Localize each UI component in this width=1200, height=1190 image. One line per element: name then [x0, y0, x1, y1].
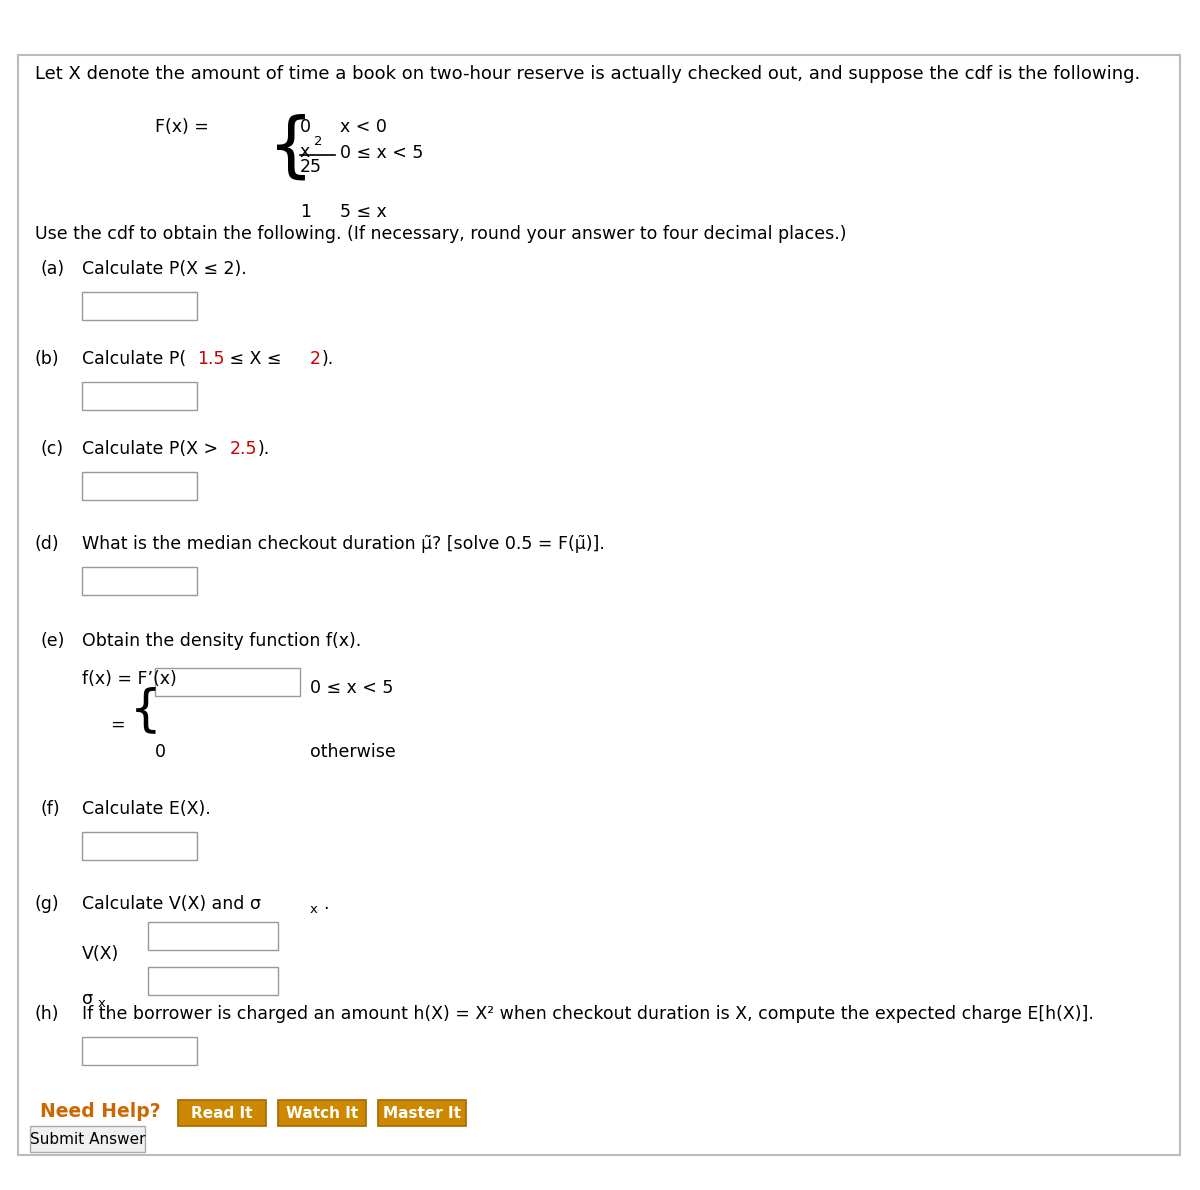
FancyBboxPatch shape [82, 472, 197, 500]
Text: otherwise: otherwise [310, 743, 396, 760]
Text: f(x) = F’(x): f(x) = F’(x) [82, 670, 176, 688]
Text: What is the median checkout duration μ̃? [solve 0.5 = F(μ̃)].: What is the median checkout duration μ̃?… [82, 536, 605, 553]
Text: x: x [300, 143, 311, 161]
Text: (f): (f) [40, 800, 60, 818]
Text: Calculate P(X ≤ 2).: Calculate P(X ≤ 2). [82, 259, 247, 278]
Text: x < 0: x < 0 [340, 118, 386, 136]
FancyBboxPatch shape [148, 967, 278, 995]
Text: {: { [268, 114, 314, 183]
FancyBboxPatch shape [30, 1126, 145, 1152]
Text: 0: 0 [155, 743, 166, 760]
Text: V(X): V(X) [82, 945, 119, 963]
Text: ≤ X ≤: ≤ X ≤ [224, 350, 287, 368]
Text: ).: ). [322, 350, 335, 368]
Text: Obtain the density function f(x).: Obtain the density function f(x). [82, 632, 361, 650]
Text: 0 ≤ x < 5: 0 ≤ x < 5 [340, 144, 424, 162]
FancyBboxPatch shape [82, 292, 197, 320]
Text: Calculate V(X) and σ: Calculate V(X) and σ [82, 895, 262, 913]
Text: Need Help?: Need Help? [40, 1102, 161, 1121]
Text: Calculate P(X >: Calculate P(X > [82, 440, 223, 458]
Text: (d): (d) [35, 536, 60, 553]
Text: Read It: Read It [191, 1106, 253, 1121]
Text: (c): (c) [40, 440, 64, 458]
Text: {: { [130, 685, 162, 734]
Text: 2.5: 2.5 [230, 440, 258, 458]
Text: σ: σ [82, 990, 94, 1008]
FancyBboxPatch shape [155, 668, 300, 696]
Text: 2: 2 [314, 134, 323, 148]
FancyBboxPatch shape [82, 1036, 197, 1065]
Text: If the borrower is charged an amount h(X) = X² when checkout duration is X, comp: If the borrower is charged an amount h(X… [82, 1006, 1094, 1023]
Text: 1.5: 1.5 [197, 350, 224, 368]
Text: =: = [110, 716, 125, 734]
Text: x: x [98, 997, 106, 1010]
Text: ).: ). [258, 440, 270, 458]
Text: 2: 2 [310, 350, 322, 368]
Text: 0: 0 [300, 118, 311, 136]
FancyBboxPatch shape [148, 922, 278, 950]
Text: .: . [323, 895, 329, 913]
FancyBboxPatch shape [82, 382, 197, 411]
Text: (g): (g) [35, 895, 60, 913]
Text: Watch It: Watch It [286, 1106, 358, 1121]
FancyBboxPatch shape [82, 566, 197, 595]
FancyBboxPatch shape [378, 1100, 466, 1126]
Text: Let X denote the amount of time a book on two-hour reserve is actually checked o: Let X denote the amount of time a book o… [35, 65, 1140, 83]
Text: Calculate E(X).: Calculate E(X). [82, 800, 211, 818]
Text: 25: 25 [300, 158, 322, 176]
FancyBboxPatch shape [82, 832, 197, 860]
Text: 1: 1 [300, 203, 311, 221]
Text: (a): (a) [40, 259, 64, 278]
FancyBboxPatch shape [178, 1100, 266, 1126]
Text: F(x) =: F(x) = [155, 118, 209, 136]
Text: (b): (b) [35, 350, 60, 368]
Text: Use the cdf to obtain the following. (If necessary, round your answer to four de: Use the cdf to obtain the following. (If… [35, 225, 846, 243]
FancyBboxPatch shape [18, 55, 1180, 1155]
Text: 0 ≤ x < 5: 0 ≤ x < 5 [310, 679, 394, 697]
Text: x: x [310, 903, 318, 916]
Text: Calculate P(: Calculate P( [82, 350, 186, 368]
Text: (e): (e) [40, 632, 65, 650]
Text: Submit Answer: Submit Answer [30, 1133, 145, 1147]
Text: 5 ≤ x: 5 ≤ x [340, 203, 386, 221]
FancyBboxPatch shape [278, 1100, 366, 1126]
Text: (h): (h) [35, 1006, 60, 1023]
Text: Master It: Master It [383, 1106, 461, 1121]
